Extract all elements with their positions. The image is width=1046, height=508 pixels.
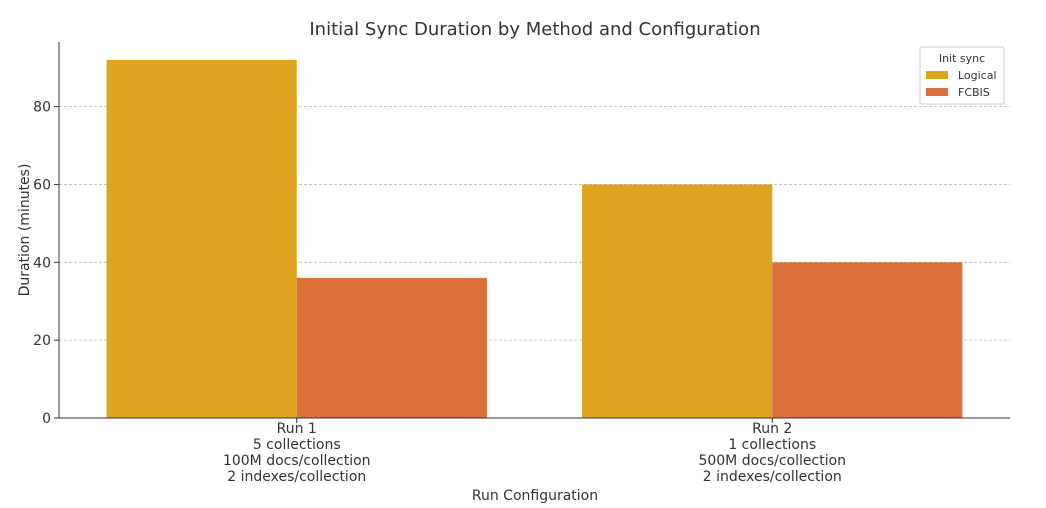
y-tick-label: 60 (33, 177, 51, 193)
bar-fcbis-1 (296, 277, 487, 418)
chart-title: Initial Sync Duration by Method and Conf… (309, 19, 760, 40)
bar-logical-1 (106, 59, 297, 419)
y-tick-label: 20 (33, 333, 51, 349)
bar-logical-2 (582, 184, 773, 418)
legend-label-logical: Logical (958, 69, 997, 82)
y-tick-label: 40 (33, 255, 51, 271)
x-axis-label: Run Configuration (472, 488, 598, 504)
y-tick-label: 0 (42, 411, 51, 427)
x-tick-label: 1 collections (728, 437, 816, 453)
x-tick-label: Run 2 (752, 421, 792, 437)
legend-items: Logical FCBIS (926, 69, 997, 99)
legend-swatch-fcbis (926, 88, 948, 96)
legend-title: Init sync (939, 52, 985, 65)
x-tick-label: 5 collections (253, 437, 341, 453)
y-axis-label: Duration (minutes) (17, 164, 33, 297)
y-tick-label: 80 (33, 100, 51, 116)
legend-swatch-logical (926, 71, 948, 79)
legend-label-fcbis: FCBIS (958, 86, 990, 99)
axes (58, 42, 1010, 419)
bars (106, 59, 963, 419)
x-tick-label: 500M docs/collection (698, 453, 846, 469)
x-tick-label: 100M docs/collection (223, 453, 371, 469)
x-tick-label: Run 1 (277, 421, 317, 437)
x-tick-label: 2 indexes/collection (227, 469, 366, 485)
bar-fcbis-2 (772, 262, 963, 418)
y-ticks: 0 20 40 60 80 (33, 100, 59, 427)
legend: Init sync Logical FCBIS (919, 46, 1005, 105)
x-tick-label: 2 indexes/collection (703, 469, 842, 485)
